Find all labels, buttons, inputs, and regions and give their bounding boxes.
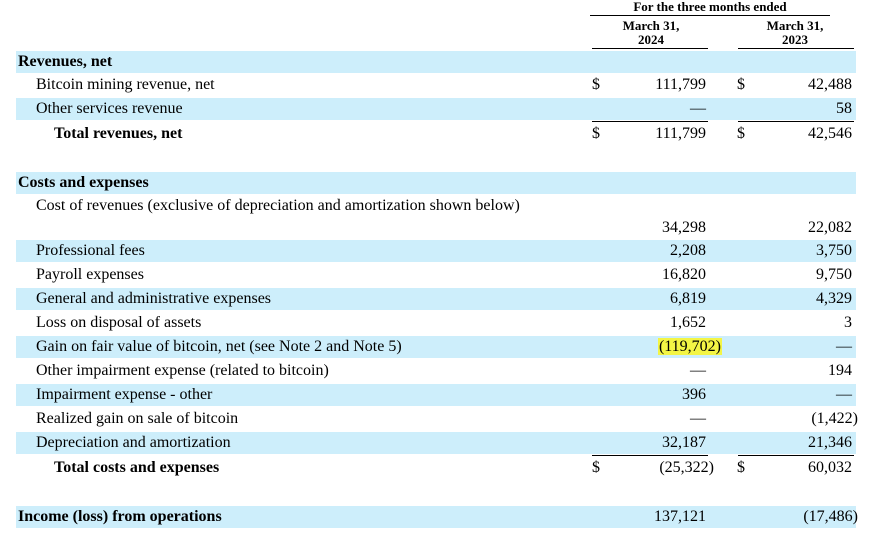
value-2023: 3 <box>844 314 852 331</box>
table-row-general-and-administrative: General and administrative expenses 6,81… <box>16 288 856 310</box>
column-header-2023-line2: 2023 <box>782 32 808 47</box>
table-row-realized-gain: Realized gain on sale of bitcoin — (1,42… <box>16 408 858 430</box>
column-header-2023-line1: March 31, <box>766 18 824 33</box>
value-2024: 1,652 <box>670 314 706 331</box>
value-2024: 32,187 <box>662 434 706 451</box>
subtotal-rule-2024 <box>592 455 708 456</box>
dollar-sign-2024: $ <box>592 125 600 142</box>
table-row-gain-on-fair-value: Gain on fair value of bitcoin, net (see … <box>16 336 856 358</box>
row-label: Revenues, net <box>18 53 113 70</box>
value-2023: (17,486) <box>803 508 858 525</box>
table-row-total-costs: Total costs and expenses $ (25,322) $ 60… <box>16 457 856 479</box>
subtotal-rule-2024 <box>592 121 708 122</box>
section-header-costs-and-expenses: Costs and expenses <box>16 172 856 194</box>
row-label: Bitcoin mining revenue, net <box>36 76 215 93</box>
row-label: Total revenues, net <box>54 125 183 142</box>
row-label: Payroll expenses <box>36 266 144 283</box>
row-label: Professional fees <box>36 242 145 259</box>
value-2024: — <box>690 410 706 427</box>
value-2023: 60,032 <box>808 459 852 476</box>
value-2023: 194 <box>828 362 852 379</box>
row-label: Gain on fair value of bitcoin, net (see … <box>36 338 402 355</box>
value-2024: 34,298 <box>662 219 706 236</box>
row-label: Depreciation and amortization <box>36 434 231 451</box>
table-row-other-services-revenue: Other services revenue — 58 <box>16 98 856 120</box>
table-row-income-from-operations: Income (loss) from operations 137,121 (1… <box>16 506 858 528</box>
value-2023: — <box>836 338 852 355</box>
row-label: Costs and expenses <box>18 174 149 191</box>
value-2023: 42,546 <box>808 125 852 142</box>
table-row-other-impairment: Other impairment expense (related to bit… <box>16 360 856 382</box>
subtotal-rule-2023 <box>738 455 854 456</box>
row-label: Other impairment expense (related to bit… <box>36 362 329 379</box>
dollar-sign-2023: $ <box>737 76 745 93</box>
dollar-sign-2023: $ <box>737 459 745 476</box>
table-row-bitcoin-mining-revenue: Bitcoin mining revenue, net $ 111,799 $ … <box>16 74 856 96</box>
value-2024-highlighted: (119,702) <box>657 336 722 358</box>
highlight-mark: (119,702) <box>657 338 722 355</box>
value-2024: (25,322) <box>659 459 714 476</box>
dollar-sign-2024: $ <box>592 76 600 93</box>
table-row-payroll-expenses: Payroll expenses 16,820 9,750 <box>16 264 856 286</box>
row-label: General and administrative expenses <box>36 290 272 307</box>
period-header-rule <box>590 15 830 16</box>
value-2024: 2,208 <box>670 242 706 259</box>
dollar-sign-2023: $ <box>737 125 745 142</box>
row-label: Cost of revenues (exclusive of depreciat… <box>36 197 520 214</box>
value-2024: — <box>690 362 706 379</box>
value-2024: 137,121 <box>654 508 706 525</box>
section-header-revenues: Revenues, net <box>16 51 856 73</box>
column-header-2024: March 31, 2024 <box>596 19 706 47</box>
value-2023: 21,346 <box>808 434 852 451</box>
value-2024: 111,799 <box>655 76 706 93</box>
value-2024: 6,819 <box>670 290 706 307</box>
dollar-sign-2024: $ <box>592 459 600 476</box>
value-2023: (1,422) <box>811 410 858 427</box>
row-label: Income (loss) from operations <box>18 508 222 525</box>
value-2023: — <box>836 386 852 403</box>
value-2023: 3,750 <box>816 242 852 259</box>
period-header: For the three months ended <box>633 0 787 14</box>
value-2023: 58 <box>836 100 852 117</box>
value-2024: — <box>690 100 706 117</box>
row-label: Loss on disposal of assets <box>36 314 202 331</box>
value-2023: 4,329 <box>816 290 852 307</box>
column-header-2024-line2: 2024 <box>638 32 664 47</box>
table-row-loss-on-disposal: Loss on disposal of assets 1,652 3 <box>16 312 856 334</box>
table-row-impairment-other: Impairment expense - other 396 — <box>16 384 856 406</box>
column-header-2023-rule <box>738 48 854 49</box>
row-label: Total costs and expenses <box>54 459 220 476</box>
value-2023: 22,082 <box>808 219 852 236</box>
row-label: Realized gain on sale of bitcoin <box>36 410 239 427</box>
value-2024: 396 <box>682 386 706 403</box>
table-row-cost-of-revenues: Cost of revenues (exclusive of depreciat… <box>16 195 856 239</box>
row-label: Other services revenue <box>36 100 183 117</box>
column-header-2024-rule <box>592 48 708 49</box>
table-row-depreciation: Depreciation and amortization 32,187 21,… <box>16 432 856 454</box>
subtotal-rule-2023 <box>738 121 854 122</box>
row-label: Impairment expense - other <box>36 386 213 403</box>
value-2024: 16,820 <box>662 266 706 283</box>
value-2023: 42,488 <box>808 76 852 93</box>
value-2024: 111,799 <box>655 125 706 142</box>
column-header-2024-line1: March 31, <box>622 18 680 33</box>
table-row-professional-fees: Professional fees 2,208 3,750 <box>16 240 856 262</box>
column-header-2023: March 31, 2023 <box>740 19 850 47</box>
value-2023: 9,750 <box>816 266 852 283</box>
table-row-total-revenues: Total revenues, net $ 111,799 $ 42,546 <box>16 123 856 145</box>
